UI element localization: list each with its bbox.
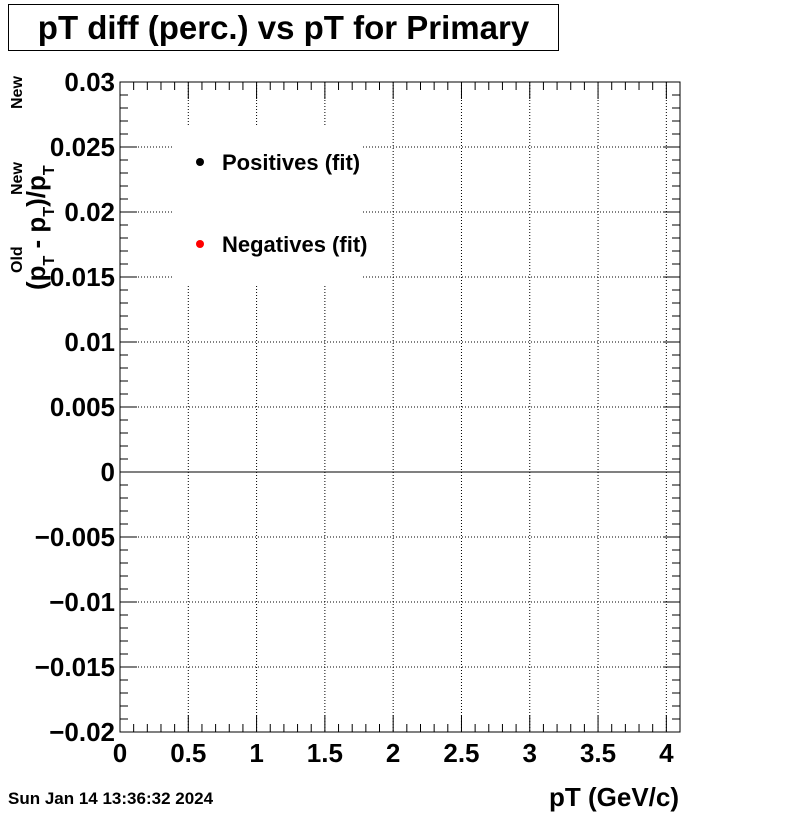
- x-tick-label: 0.5: [170, 738, 206, 768]
- y-tick-label: 0.03: [64, 67, 115, 97]
- x-tick-label: 4: [659, 738, 674, 768]
- plot-frame: [119, 81, 681, 733]
- x-axis-title: pT (GeV/c): [549, 782, 679, 812]
- y-tick-label: −0.02: [49, 717, 115, 747]
- x-tick-label: 2.5: [443, 738, 479, 768]
- timestamp: Sun Jan 14 13:36:32 2024: [8, 789, 214, 808]
- y-tick-label: 0.015: [50, 262, 115, 292]
- y-tick-label: −0.01: [49, 587, 115, 617]
- x-tick-label: 2: [386, 738, 400, 768]
- y-tick-label: −0.005: [35, 522, 115, 552]
- legend-background: [174, 126, 362, 286]
- y-axis-title-sup-new1: New: [9, 162, 26, 195]
- y-axis-title-minus: - p: [21, 217, 51, 256]
- y-tick-label: 0.025: [50, 132, 115, 162]
- x-tick-label: 0: [113, 738, 127, 768]
- y-tick-label: 0.01: [64, 327, 115, 357]
- legend-marker: [196, 240, 204, 248]
- title-box: pT diff (perc.) vs pT for Primary: [8, 4, 559, 51]
- y-axis-title-open: (p: [21, 265, 51, 290]
- x-tick-label: 1.5: [307, 738, 343, 768]
- x-tick-labels: 0 0.5 1 1.5 2 2.5 3 3.5 4: [113, 738, 674, 768]
- x-tick-label: 3: [523, 738, 537, 768]
- x-tick-label: 3.5: [580, 738, 616, 768]
- y-tick-label: 0.02: [64, 197, 115, 227]
- y-axis-title-sub2: T: [41, 207, 58, 217]
- y-axis-title-sup-old: Old: [9, 246, 26, 273]
- y-axis-title-close: )/p: [21, 175, 51, 207]
- legend: Positives (fit) Negatives (fit): [174, 126, 367, 286]
- x-tick-label: 1: [249, 738, 263, 768]
- y-tick-label: 0: [101, 457, 115, 487]
- chart-title: pT diff (perc.) vs pT for Primary: [37, 8, 530, 46]
- svg-text:(pT - pT)/pT: (pT - pT)/pT: [21, 165, 58, 290]
- y-tick-label: 0.005: [50, 392, 115, 422]
- y-axis-title-sub3: T: [41, 165, 58, 175]
- y-axis-title-sub1: T: [41, 255, 58, 265]
- legend-label: Negatives (fit): [222, 232, 367, 257]
- legend-label: Positives (fit): [222, 150, 360, 175]
- y-tick-label: −0.015: [35, 652, 115, 682]
- y-axis-title-sup-new2: New: [9, 76, 26, 109]
- legend-marker: [196, 158, 204, 166]
- y-tick-labels: −0.02 −0.015 −0.01 −0.005 0 0.005 0.01 0.015 0.0…: [35, 67, 115, 747]
- y-axis-title: (pT - pT)/pT Old New New: [9, 76, 58, 290]
